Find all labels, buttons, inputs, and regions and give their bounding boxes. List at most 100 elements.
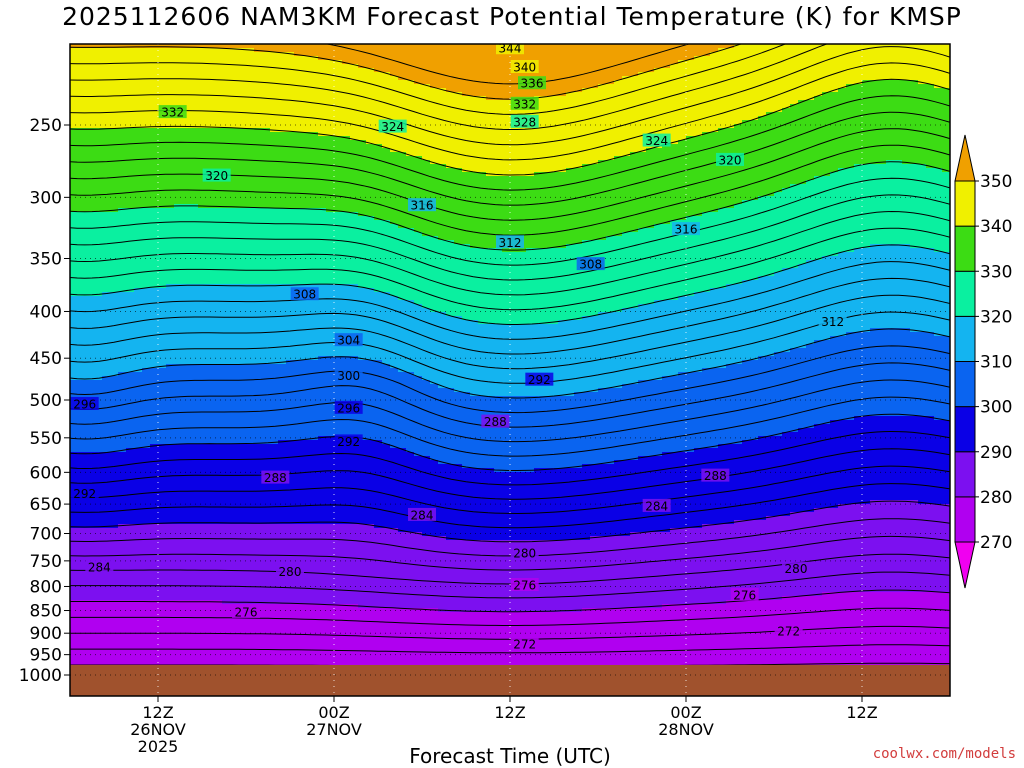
band-cell: [214, 64, 223, 69]
band-cell: [302, 452, 311, 457]
band-cell: [262, 100, 271, 105]
band-cell: [278, 248, 287, 253]
band-cell: [174, 368, 183, 373]
band-cell: [126, 368, 135, 373]
band-cell: [278, 400, 287, 405]
band-cell: [246, 640, 255, 645]
band-cell: [302, 508, 311, 513]
band-cell: [262, 408, 271, 413]
band-cell: [262, 240, 271, 245]
band-cell: [246, 396, 255, 401]
band-cell: [254, 404, 263, 409]
band-cell: [94, 304, 103, 309]
band-cell: [278, 140, 287, 145]
band-cell: [142, 540, 151, 545]
band-cell: [102, 112, 111, 117]
band-cell: [102, 72, 111, 77]
band-cell: [254, 68, 263, 73]
band-cell: [310, 284, 319, 289]
band-cell: [278, 72, 287, 77]
band-cell: [158, 296, 167, 301]
band-cell: [198, 588, 207, 593]
band-cell: [94, 460, 103, 465]
band-cell: [134, 616, 143, 621]
band-cell: [118, 88, 127, 93]
band-cell: [286, 480, 295, 485]
band-cell: [270, 272, 279, 277]
band-cell: [238, 324, 247, 329]
band-cell: [286, 80, 295, 85]
band-cell: [126, 592, 135, 597]
band-cell: [94, 60, 103, 65]
band-cell: [246, 60, 255, 65]
band-cell: [70, 308, 79, 313]
band-cell: [286, 332, 295, 337]
band-cell: [270, 348, 279, 353]
band-cell: [190, 540, 199, 545]
band-cell: [86, 56, 95, 61]
band-cell: [206, 136, 215, 141]
band-cell: [278, 172, 287, 177]
band-cell: [102, 620, 111, 625]
band-cell: [102, 628, 111, 633]
band-cell: [86, 272, 95, 277]
band-cell: [142, 388, 151, 393]
band-cell: [302, 448, 311, 453]
band-cell: [118, 168, 127, 173]
band-cell: [86, 156, 95, 161]
band-cell: [206, 508, 215, 513]
band-cell: [310, 68, 319, 73]
band-cell: [158, 368, 167, 373]
band-cell: [238, 128, 247, 133]
band-cell: [110, 388, 119, 393]
band-cell: [302, 576, 311, 581]
band-cell: [102, 288, 111, 293]
band-cell: [190, 136, 199, 141]
band-cell: [158, 572, 167, 577]
band-cell: [110, 260, 119, 265]
band-cell: [294, 200, 303, 205]
band-cell: [198, 564, 207, 569]
band-cell: [182, 620, 191, 625]
band-cell: [246, 620, 255, 625]
band-cell: [270, 52, 279, 57]
band-cell: [110, 532, 119, 537]
band-cell: [110, 136, 119, 141]
band-cell: [126, 600, 135, 605]
band-cell: [238, 256, 247, 261]
band-cell: [230, 324, 239, 329]
band-cell: [254, 100, 263, 105]
band-cell: [254, 476, 263, 481]
band-cell: [142, 56, 151, 61]
band-cell: [254, 88, 263, 93]
band-cell: [238, 536, 247, 541]
band-cell: [70, 156, 79, 161]
band-cell: [214, 476, 223, 481]
band-cell: [182, 532, 191, 537]
band-cell: [70, 652, 79, 657]
band-cell: [70, 300, 79, 305]
band-cell: [214, 408, 223, 413]
band-cell: [254, 448, 263, 453]
band-cell: [182, 464, 191, 469]
band-cell: [158, 80, 167, 85]
band-cell: [166, 336, 175, 341]
band-cell: [150, 480, 159, 485]
band-cell: [94, 616, 103, 621]
band-cell: [110, 324, 119, 329]
band-cell: [142, 360, 151, 365]
band-cell: [222, 152, 231, 157]
band-cell: [134, 632, 143, 637]
band-cell: [198, 632, 207, 637]
band-cell: [150, 620, 159, 625]
band-cell: [222, 444, 231, 449]
band-cell: [150, 576, 159, 581]
band-cell: [262, 176, 271, 181]
band-cell: [310, 224, 319, 229]
band-cell: [118, 60, 127, 65]
band-cell: [118, 312, 127, 317]
band-cell: [94, 588, 103, 593]
band-cell: [182, 260, 191, 265]
band-cell: [262, 464, 271, 469]
band-cell: [182, 456, 191, 461]
